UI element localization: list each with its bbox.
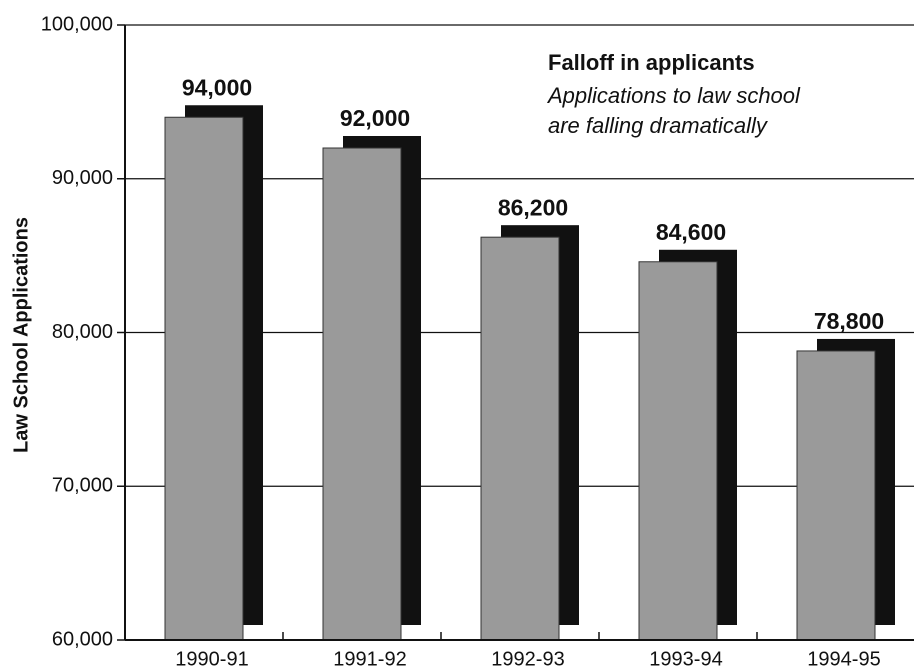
y-tick-label: 90,000 <box>52 167 113 189</box>
x-tick-label: 1994-95 <box>807 648 880 669</box>
y-axis-label: Law School Applications <box>10 217 32 453</box>
value-label: 78,800 <box>814 308 884 334</box>
bar <box>164 116 244 641</box>
value-label: 84,600 <box>656 219 726 245</box>
chart-subtitle: are falling dramatically <box>548 113 769 138</box>
x-tick-label: 1993-94 <box>649 648 722 669</box>
y-tick-label: 60,000 <box>52 628 113 650</box>
x-tick-label: 1992-93 <box>491 648 564 669</box>
x-tick-label: 1990-91 <box>175 648 248 669</box>
bar <box>638 261 718 641</box>
value-label: 86,200 <box>498 194 568 220</box>
y-tick-label: 70,000 <box>52 475 113 497</box>
chart-subtitle: Applications to law school <box>546 83 801 108</box>
value-label: 92,000 <box>340 105 410 131</box>
bar <box>796 350 876 641</box>
y-tick-label: 100,000 <box>41 13 113 35</box>
y-tick-label: 80,000 <box>52 321 113 343</box>
x-tick-label: 1991-92 <box>333 648 406 669</box>
bar <box>322 147 402 641</box>
value-label: 94,000 <box>182 74 252 100</box>
chart-title: Falloff in applicants <box>548 50 755 75</box>
bar <box>480 236 560 641</box>
